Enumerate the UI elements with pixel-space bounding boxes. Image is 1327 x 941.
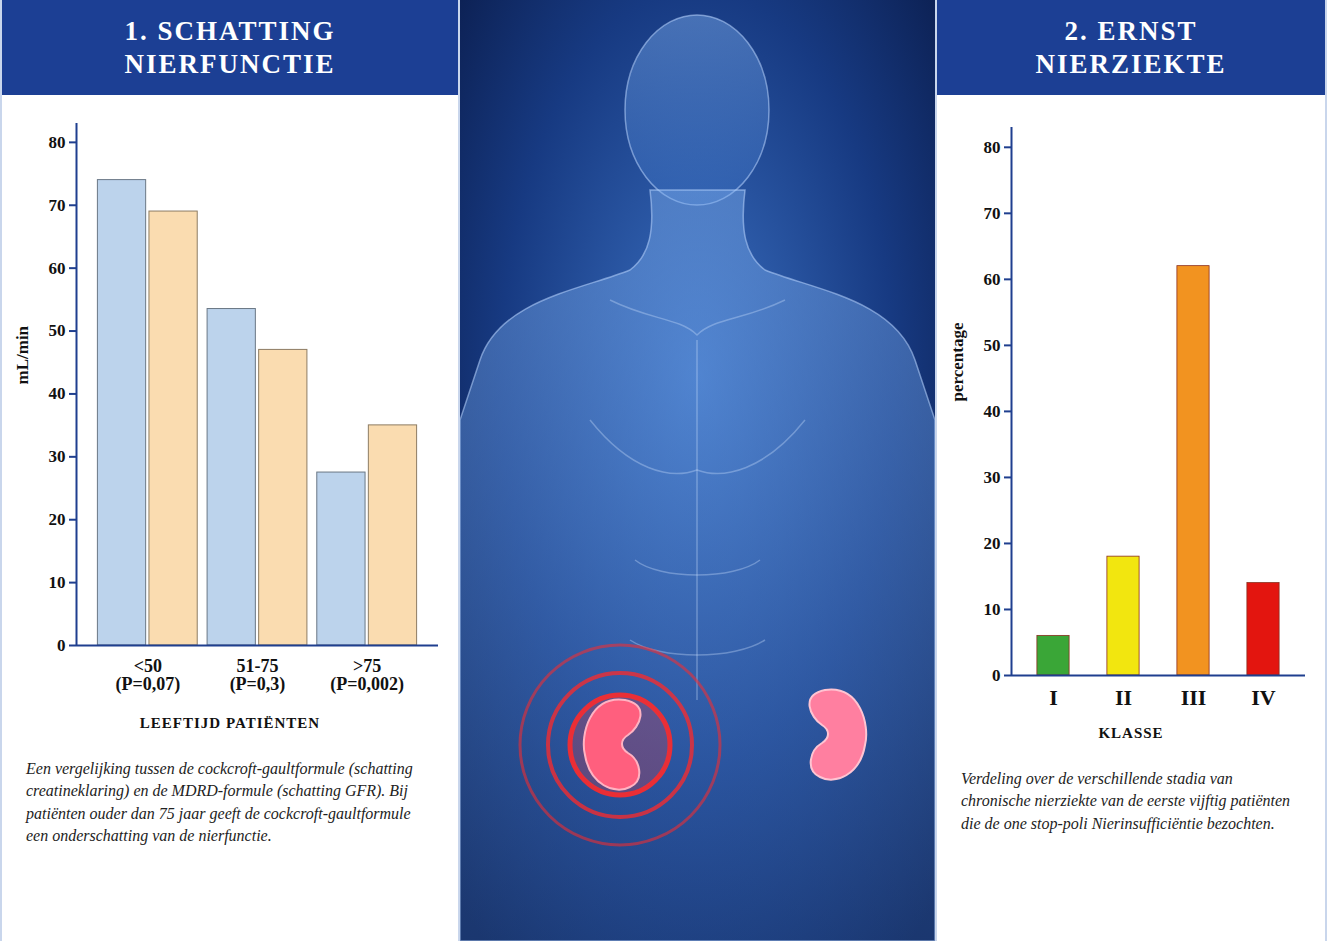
svg-text:50: 50 [49, 321, 66, 340]
svg-text:20: 20 [49, 510, 66, 529]
svg-text:20: 20 [984, 534, 1001, 553]
html-text:2. ERNST NIERZIEKTE: 2. ERNST NIERZIEKTE [1035, 16, 1227, 79]
html-text:Een vergelijking tussen de coc: Een vergelijking tussen de cockcroft-gau… [26, 760, 413, 845]
html-text:KLASSE: KLASSE [1098, 725, 1164, 741]
svg-text:IV: IV [1251, 685, 1276, 710]
svg-text:70: 70 [49, 196, 66, 215]
svg-text:30: 30 [49, 447, 66, 466]
svg-text:30: 30 [984, 468, 1001, 487]
svg-text:I: I [1049, 685, 1058, 710]
svg-text:40: 40 [984, 402, 1001, 421]
svg-text:III: III [1181, 685, 1207, 710]
svg-text:10: 10 [984, 600, 1001, 619]
svg-text:60: 60 [49, 259, 66, 278]
svg-text:II: II [1115, 685, 1132, 710]
svg-text:70: 70 [984, 204, 1001, 223]
svg-text:40: 40 [49, 384, 66, 403]
html-text:Verdeling over de verschillend: Verdeling over de verschillende stadia v… [961, 770, 1291, 832]
svg-text:60: 60 [984, 270, 1001, 289]
svg-text:80: 80 [49, 133, 66, 152]
svg-text:<50(P=0,07): <50(P=0,07) [115, 656, 180, 695]
html-text:LEEFTIJD PATIËNTEN: LEEFTIJD PATIËNTEN [139, 715, 321, 731]
svg-text:percentage: percentage [948, 322, 967, 401]
svg-text:50: 50 [984, 336, 1001, 355]
svg-text:10: 10 [49, 573, 66, 592]
svg-text:0: 0 [57, 636, 66, 655]
svg-text:mL/min: mL/min [13, 325, 32, 384]
svg-text:0: 0 [992, 666, 1001, 685]
svg-text:51-75(P=0,3): 51-75(P=0,3) [230, 656, 286, 695]
svg-text:80: 80 [984, 138, 1001, 157]
svg-text:>75(P=0,002): >75(P=0,002) [330, 656, 404, 695]
html-text:1. SCHATTING NIERFUNCTIE: 1. SCHATTING NIERFUNCTIE [124, 16, 336, 79]
